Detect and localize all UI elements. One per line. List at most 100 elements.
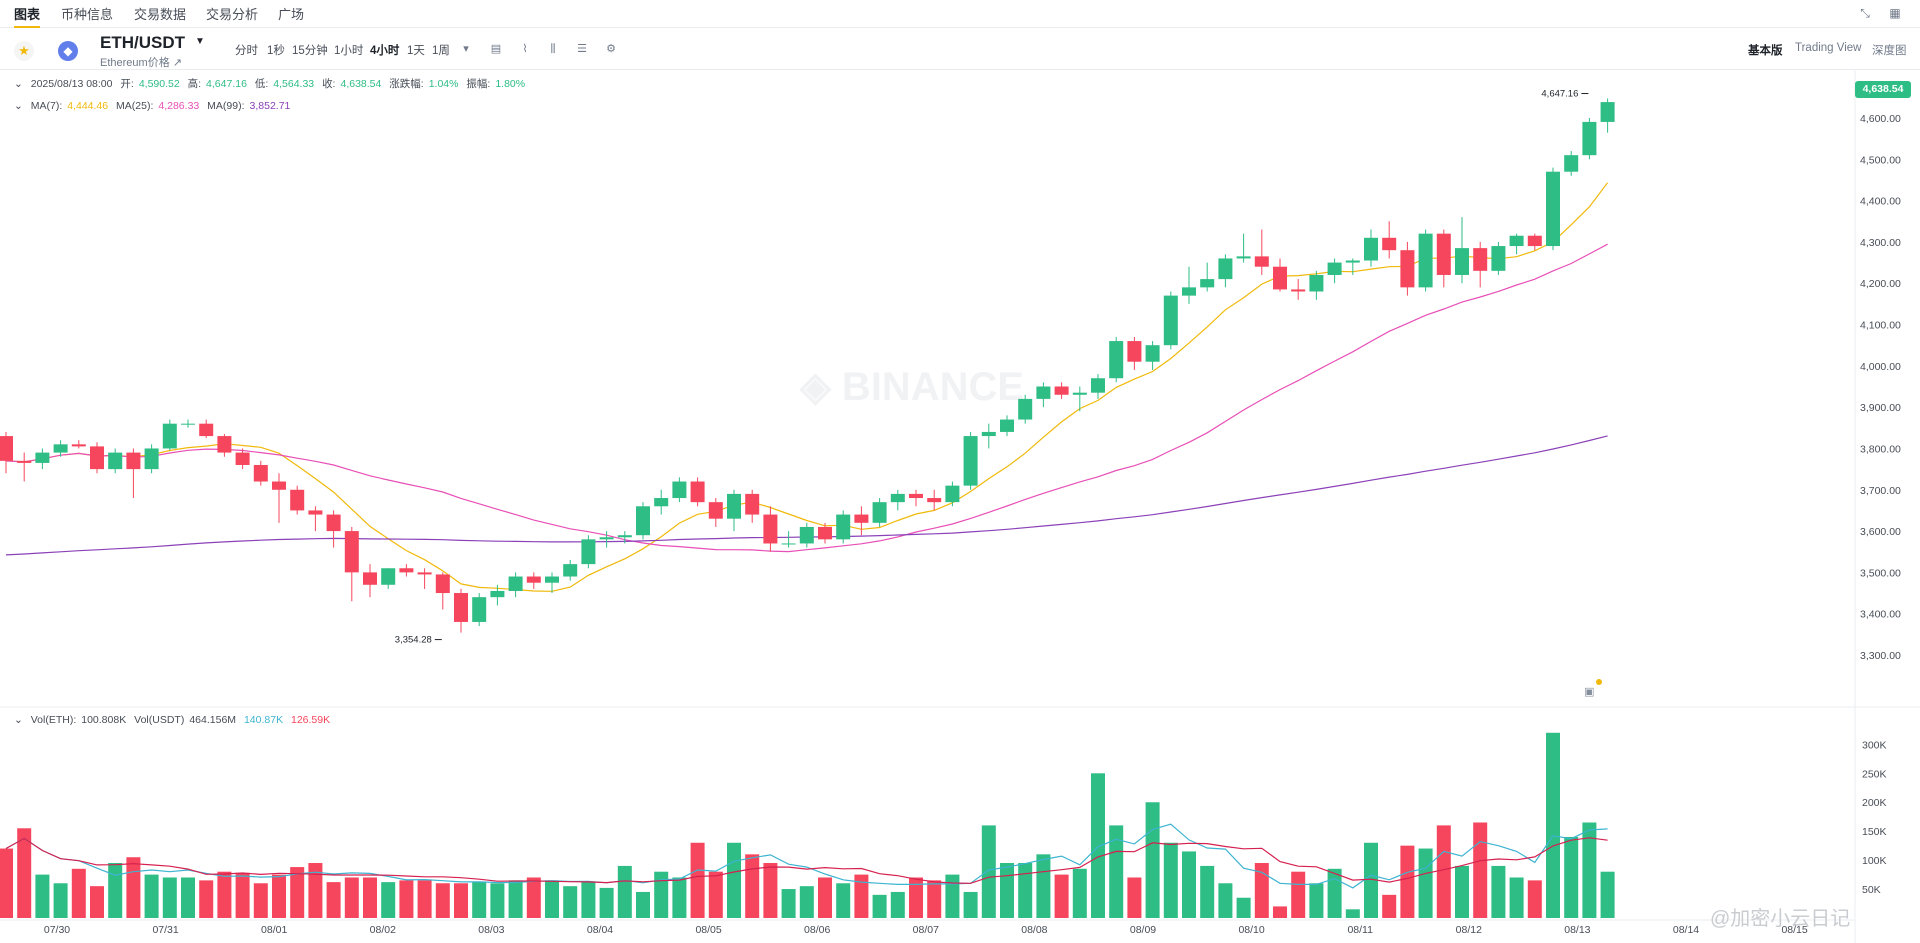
open-label: 开:: [120, 78, 134, 90]
volume-ma-a-line: [5, 823, 1608, 889]
volume-bar: [90, 886, 104, 918]
time-axis-label: 08/08: [1021, 924, 1047, 936]
drawing-tools-icon[interactable]: ☰: [577, 43, 587, 55]
volume-bar: [17, 828, 32, 918]
pair-subtitle-link[interactable]: Ethereum价格 ↗: [100, 57, 182, 69]
tab-square[interactable]: 广场: [278, 7, 305, 22]
grid-layout-icon[interactable]: ▦: [1889, 6, 1901, 20]
price-tick-label: 3,700.00: [1860, 485, 1901, 497]
calendar-icon[interactable]: ▤: [490, 43, 502, 55]
candle-body: [1345, 260, 1360, 263]
candle-body: [17, 460, 32, 463]
price-tick-label: 3,300.00: [1860, 650, 1901, 662]
volume-bar: [1436, 825, 1451, 918]
interval-1s[interactable]: 1秒: [267, 45, 285, 57]
amplitude-label: 振幅:: [466, 78, 491, 90]
interval-4h[interactable]: 4小时: [370, 45, 400, 57]
candle-body: [1491, 246, 1506, 271]
volume-bar: [818, 877, 832, 918]
tab-chart[interactable]: 图表: [14, 7, 41, 22]
price-chart[interactable]: ◈ BINANCE 3,300.00 3,400.00 3,500.00 3,600.0…: [0, 70, 1920, 943]
candle-body: [654, 498, 669, 507]
volume-bar: [1527, 880, 1542, 918]
volume-bar: [126, 857, 141, 918]
ma-legend-caret-icon[interactable]: ⌄: [14, 100, 23, 112]
candle-body: [1054, 386, 1069, 395]
tab-coin-info[interactable]: 币种信息: [61, 7, 114, 22]
volume-bar: [344, 877, 359, 918]
favorite-star-icon[interactable]: ★: [14, 41, 34, 61]
vol-eth-label: Vol(ETH):: [30, 714, 77, 726]
high-label: 高:: [187, 78, 202, 90]
candle-body: [381, 568, 396, 585]
candle-type-icon[interactable]: ⫼: [550, 43, 556, 55]
ohlc-date: 2025/08/13 08:00: [30, 78, 113, 90]
candle-body: [0, 436, 13, 461]
volume-bar: [1509, 877, 1524, 918]
ethereum-logo-icon: ◆: [58, 41, 78, 61]
volume-tick-label: 150K: [1862, 826, 1887, 838]
ma25-value: 4,286.33: [158, 100, 200, 112]
interval-1h[interactable]: 1小时: [334, 45, 364, 57]
top-navigation: 图表 币种信息 交易数据 交易分析 广场 ⤡ ▦: [0, 0, 1920, 28]
collapse-icon[interactable]: ⤡: [1860, 6, 1870, 20]
candle-body: [1109, 341, 1124, 379]
volume-bar: [981, 825, 996, 918]
candle-body: [1200, 279, 1215, 288]
candle-body: [1564, 155, 1579, 172]
candle-body: [563, 564, 578, 577]
ma7-label: MA(7):: [30, 100, 63, 112]
volume-bar: [1273, 906, 1287, 918]
vol-legend-caret-icon[interactable]: ⌄: [14, 714, 23, 726]
chart-scroll-icon[interactable]: ▣: [1584, 679, 1602, 699]
legend-caret-icon[interactable]: ⌄: [14, 78, 23, 90]
low-label: 低:: [254, 78, 269, 90]
candle-body: [890, 493, 905, 503]
volume-bar: [1000, 863, 1014, 918]
volume-bar: [872, 894, 887, 918]
view-depth[interactable]: 深度图: [1872, 45, 1907, 57]
interval-15m[interactable]: 15分钟: [292, 45, 328, 57]
volume-bar: [690, 842, 705, 918]
volume-bar: [727, 842, 741, 918]
volume-bar: [763, 863, 778, 918]
tab-trading-analysis[interactable]: 交易分析: [206, 7, 259, 22]
interval-1d[interactable]: 1天: [407, 45, 425, 57]
candle-body: [53, 444, 68, 453]
time-axis-label: 08/10: [1238, 924, 1264, 936]
volume-bar: [1364, 842, 1378, 918]
volume-ma-b-line: [5, 837, 1608, 884]
interval-time[interactable]: 分时: [235, 45, 258, 57]
settings-gear-icon[interactable]: ⚙: [606, 43, 616, 55]
time-axis-label: 08/01: [261, 924, 287, 936]
candle-body: [1546, 171, 1560, 247]
candle-body: [1218, 258, 1233, 280]
change-value: 1.04%: [428, 78, 459, 90]
candle-body: [71, 444, 86, 447]
volume-bar: [181, 877, 195, 918]
volume-bar: [1455, 865, 1469, 918]
volume-tick-label: 100K: [1862, 855, 1887, 867]
candle-body: [1072, 392, 1087, 395]
time-axis-label: 08/06: [804, 924, 830, 936]
vol-ma-b-value: 126.59K: [291, 714, 331, 726]
ohlc-legend: ⌄ 2025/08/13 08:00 开: 4,590.52 高: 4,647.16…: [14, 76, 530, 91]
interval-1w[interactable]: 1周: [432, 45, 450, 57]
tab-trading-data[interactable]: 交易数据: [134, 7, 187, 22]
candle-body: [181, 423, 195, 425]
candle-body: [490, 590, 505, 598]
more-intervals-caret-icon[interactable]: ▾: [463, 43, 469, 55]
volume-bar: [1291, 871, 1306, 918]
pair-selector[interactable]: ETH/USDT: [100, 33, 185, 52]
view-basic[interactable]: 基本版: [1748, 45, 1783, 57]
volume-bar: [963, 891, 978, 918]
candle-body: [1582, 121, 1597, 156]
price-tick-label: 4,100.00: [1860, 320, 1901, 332]
candle-body: [617, 535, 632, 538]
view-tradingview[interactable]: Trading View: [1795, 42, 1862, 54]
volume-bar: [308, 863, 323, 918]
candle-body: [108, 452, 123, 470]
indicator-icon[interactable]: ⌇: [522, 43, 528, 55]
caret-down-icon[interactable]: ▼: [195, 36, 205, 47]
volume-bar: [363, 877, 377, 918]
